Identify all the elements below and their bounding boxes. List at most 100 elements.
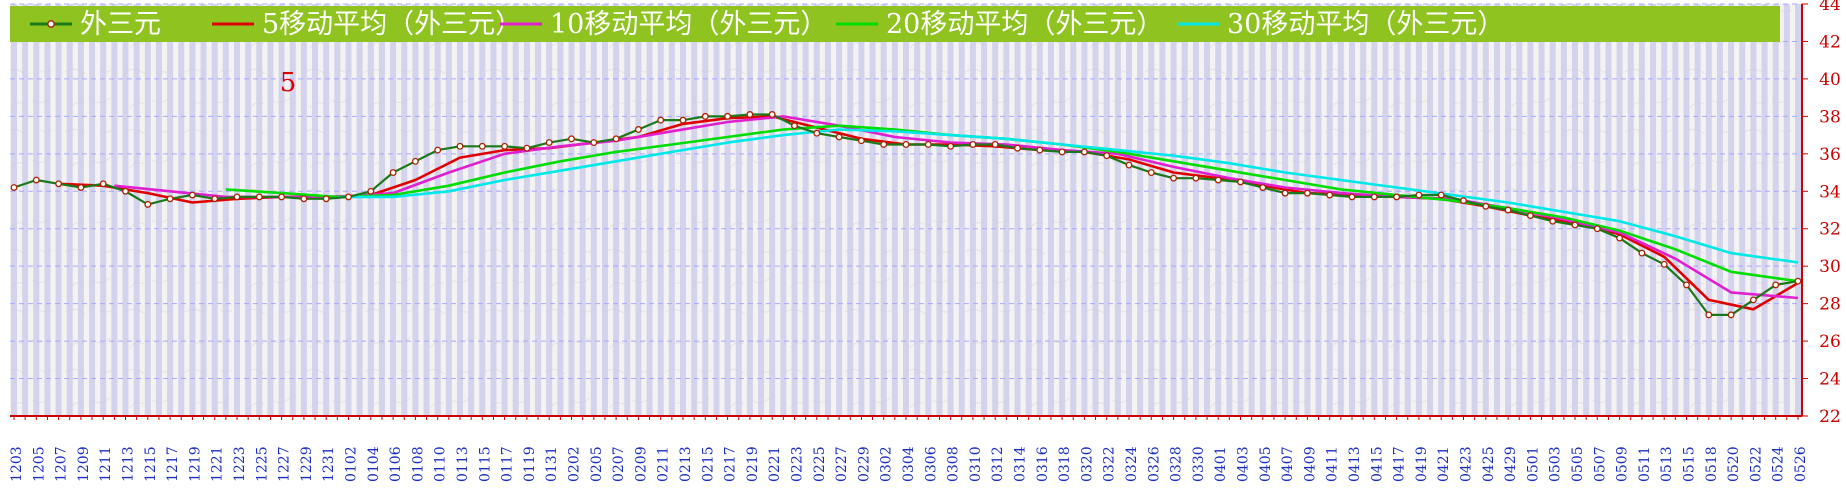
x-tick-label: 0411 xyxy=(1325,446,1341,482)
bar-stripe xyxy=(947,4,954,416)
bar-stripe xyxy=(1538,4,1545,416)
data-point xyxy=(1460,197,1467,205)
x-tick-label: 0306 xyxy=(923,446,939,482)
legend-entry: 外三元 xyxy=(80,9,161,40)
x-tick-label: 0312 xyxy=(990,446,1006,482)
x-tick-label: 1203 xyxy=(9,446,25,482)
data-point xyxy=(634,126,642,133)
bar-stripes xyxy=(11,4,1801,416)
bar-stripe xyxy=(1750,4,1757,416)
series-lines xyxy=(10,111,1802,319)
bar-stripe xyxy=(378,4,385,416)
data-point xyxy=(835,133,843,141)
bar-stripe xyxy=(958,4,965,416)
bar-stripe xyxy=(1248,4,1255,416)
bar-stripe xyxy=(1070,4,1077,416)
bar-stripe xyxy=(1337,4,1344,416)
data-point xyxy=(456,142,464,150)
data-point xyxy=(322,195,330,203)
x-tick-label: 0202 xyxy=(567,446,583,482)
x-tick-label: 1231 xyxy=(321,446,337,482)
x-tick-label: 0515 xyxy=(1682,446,1698,482)
x-tick-label: 0102 xyxy=(344,446,360,482)
data-point xyxy=(166,195,174,203)
x-tick-label: 0509 xyxy=(1615,446,1631,482)
legend-entry: 5移动平均（外三元） xyxy=(262,9,522,40)
bar-stripe xyxy=(858,4,865,416)
data-point xyxy=(545,139,553,147)
bar-stripe xyxy=(1393,4,1400,416)
x-tick-label: 1205 xyxy=(31,446,47,482)
data-point xyxy=(991,141,999,148)
bar-stripe xyxy=(100,4,107,416)
bar-stripe xyxy=(1170,4,1177,416)
bar-stripe xyxy=(1259,4,1266,416)
x-tick-label: 1225 xyxy=(254,446,270,482)
bar-stripe xyxy=(289,4,296,416)
bar-stripe xyxy=(323,4,330,416)
bar-stripe xyxy=(813,4,820,416)
legend-entry: 10移动平均（外三元） xyxy=(550,9,827,40)
x-tick-label: 0106 xyxy=(388,446,404,482)
data-point xyxy=(1281,189,1289,197)
series-line xyxy=(337,128,1799,264)
y-tick-label: 26 xyxy=(1819,332,1841,352)
bar-stripe xyxy=(635,4,642,416)
bar-stripe xyxy=(724,4,731,416)
bar-stripe xyxy=(300,4,307,416)
x-tick-label: 0131 xyxy=(544,446,560,482)
bar-stripe xyxy=(1025,4,1032,416)
bar-stripe xyxy=(200,4,207,416)
x-tick-label: 0501 xyxy=(1525,446,1541,482)
bar-stripe xyxy=(256,4,263,416)
bar-stripe xyxy=(1282,4,1289,416)
x-tick-label: 0409 xyxy=(1302,446,1318,482)
bar-stripe xyxy=(1772,4,1779,416)
bar-stripe xyxy=(512,4,519,416)
bar-stripe xyxy=(278,4,285,416)
x-tick-label: 1213 xyxy=(121,446,137,482)
data-point xyxy=(1504,206,1512,214)
bar-stripe xyxy=(523,4,530,416)
bar-stripe xyxy=(535,4,542,416)
data-point xyxy=(188,191,196,199)
bar-stripe xyxy=(312,4,319,416)
chart-annotation: 5 xyxy=(280,68,297,98)
bar-stripe xyxy=(490,4,497,416)
data-point xyxy=(1326,191,1334,199)
bar-stripe xyxy=(1349,4,1355,416)
x-tick-label: 0108 xyxy=(410,446,426,482)
y-tick-label: 40 xyxy=(1819,70,1841,90)
bar-stripe xyxy=(1761,4,1768,416)
bar-stripe xyxy=(423,4,430,416)
x-tick-label: 0320 xyxy=(1079,446,1095,482)
bar-stripe xyxy=(1415,4,1422,416)
bar-stripe xyxy=(1638,4,1645,416)
data-point xyxy=(1772,281,1780,289)
data-point xyxy=(1415,191,1423,199)
data-point xyxy=(1437,191,1445,199)
data-point xyxy=(1125,161,1133,169)
x-tick-label: 0229 xyxy=(856,446,872,482)
data-point xyxy=(1660,260,1668,268)
x-tick-label: 1217 xyxy=(165,446,181,482)
data-point xyxy=(857,137,865,145)
data-point xyxy=(1638,249,1646,257)
bar-stripe xyxy=(1204,4,1211,416)
bar-stripe xyxy=(1527,4,1534,416)
data-point xyxy=(77,184,85,191)
data-point xyxy=(411,157,419,165)
bar-stripe xyxy=(479,4,486,416)
bar-stripe xyxy=(992,4,999,416)
bar-stripe xyxy=(624,4,631,416)
x-tick-label: 0520 xyxy=(1726,446,1742,482)
data-point xyxy=(768,111,776,118)
bar-stripe xyxy=(802,4,809,416)
bar-stripe xyxy=(144,4,151,416)
x-axis-tick-labels: 1203 1205 1207 1209 1211 1213 1215 1217 1219 1221… xyxy=(9,446,1809,482)
bar-stripe xyxy=(969,4,976,416)
data-point xyxy=(1192,174,1200,182)
x-tick-label: 1207 xyxy=(54,446,70,482)
bar-stripe xyxy=(1159,4,1166,416)
